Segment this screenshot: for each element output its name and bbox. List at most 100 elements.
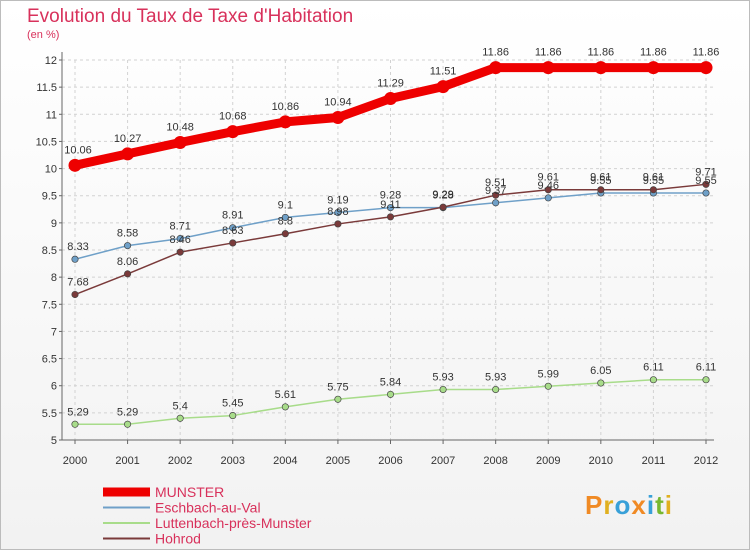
data-label: 9.28 [432,190,453,202]
data-point [544,186,552,194]
data-point [702,376,710,384]
data-label: 9.55 [590,175,611,187]
data-label: 5.4 [173,400,188,412]
data-label: 5.29 [117,406,138,418]
data-point [173,136,187,150]
logo-letter: x [631,490,647,520]
data-point [702,180,710,188]
legend-label: Hohrod [155,531,201,547]
data-label: 9.37 [485,185,506,197]
logo-letter: P [585,490,604,520]
data-label: 9.61 [538,172,559,184]
legend-label: Luttenbach-près-Munster [155,515,312,531]
data-point [334,220,342,228]
data-label: 10.94 [324,97,352,109]
data-point [229,224,237,232]
data-label: 8.63 [222,225,243,237]
legend-label: Eschbach-au-Val [155,500,261,516]
data-label: 7.68 [67,277,88,289]
y-tick-label: 12 [45,55,57,67]
legend-label: MUNSTER [155,484,224,500]
data-label: 9.55 [643,175,664,187]
data-point [176,235,184,243]
x-tick-label: 2003 [221,455,245,467]
y-tick-label: 11.5 [36,82,57,94]
data-point [229,412,237,420]
data-point [281,230,289,238]
logo-letter: t [655,490,665,520]
data-label: 5.29 [67,406,88,418]
data-label: 8.46 [169,234,190,246]
data-label: 6.05 [590,365,611,377]
y-tick-label: 8.5 [42,245,57,257]
data-point [121,147,135,161]
chart-unit: (en %) [27,29,60,41]
data-point [229,239,237,247]
x-tick-label: 2008 [483,455,507,467]
data-point [281,213,289,221]
data-point [597,186,605,194]
data-label: 9.46 [538,180,559,192]
data-label: 11.86 [640,47,667,59]
data-point [278,115,292,129]
data-label: 9.71 [695,166,716,178]
data-point [544,382,552,390]
data-point [597,379,605,387]
y-tick-label: 11 [46,109,57,121]
y-tick-label: 10.5 [36,136,57,148]
data-label: 8.98 [327,206,348,218]
x-tick-label: 2006 [378,455,402,467]
data-label: 5.45 [222,398,243,410]
data-label: 9.11 [380,199,401,211]
data-point [124,270,132,278]
data-point [176,248,184,256]
data-label: 10.27 [114,133,142,145]
data-label: 5.84 [380,376,401,388]
data-label: 8.8 [278,216,293,228]
logo-letter: o [614,490,632,520]
data-label: 10.68 [219,111,247,123]
data-point [594,61,608,75]
data-point [489,61,503,75]
x-tick-label: 2002 [168,455,192,467]
y-tick-label: 7 [51,326,57,338]
data-point [334,208,342,217]
data-label: 5.61 [275,389,296,401]
data-point [386,390,395,398]
data-label: 11.51 [430,66,457,78]
data-label: 11.86 [535,47,562,59]
data-label: 10.48 [166,122,194,134]
data-point [436,80,450,94]
y-tick-label: 9.5 [42,191,57,203]
data-point [176,414,184,422]
data-point [646,61,660,75]
x-tick-label: 2012 [694,455,718,467]
data-label: 9.61 [590,172,611,184]
x-tick-label: 2010 [589,455,613,467]
data-point [649,376,657,384]
data-point [492,191,500,199]
x-tick-label: 2001 [115,455,139,467]
data-point [384,92,397,106]
data-label: 8.71 [169,221,190,233]
data-point [386,213,395,221]
y-tick-label: 6 [51,381,57,393]
data-point [699,61,713,75]
data-label: 9.28 [380,190,401,202]
data-label: 8.06 [117,256,138,268]
chart-title: Evolution du Taux de Taxe d'Habitation [27,6,354,27]
data-point [492,385,500,394]
data-label: 8.58 [117,228,138,240]
x-tick-label: 2007 [431,455,455,467]
data-label: 11.86 [482,47,509,59]
data-point [124,420,132,428]
data-label: 11.29 [377,78,404,90]
data-label: 11.86 [693,47,720,59]
data-point [439,385,447,394]
logo-letter: r [603,490,615,520]
data-point [492,199,500,207]
y-tick-label: 10 [45,164,57,176]
data-point [281,403,289,411]
y-tick-label: 5.5 [42,408,57,420]
